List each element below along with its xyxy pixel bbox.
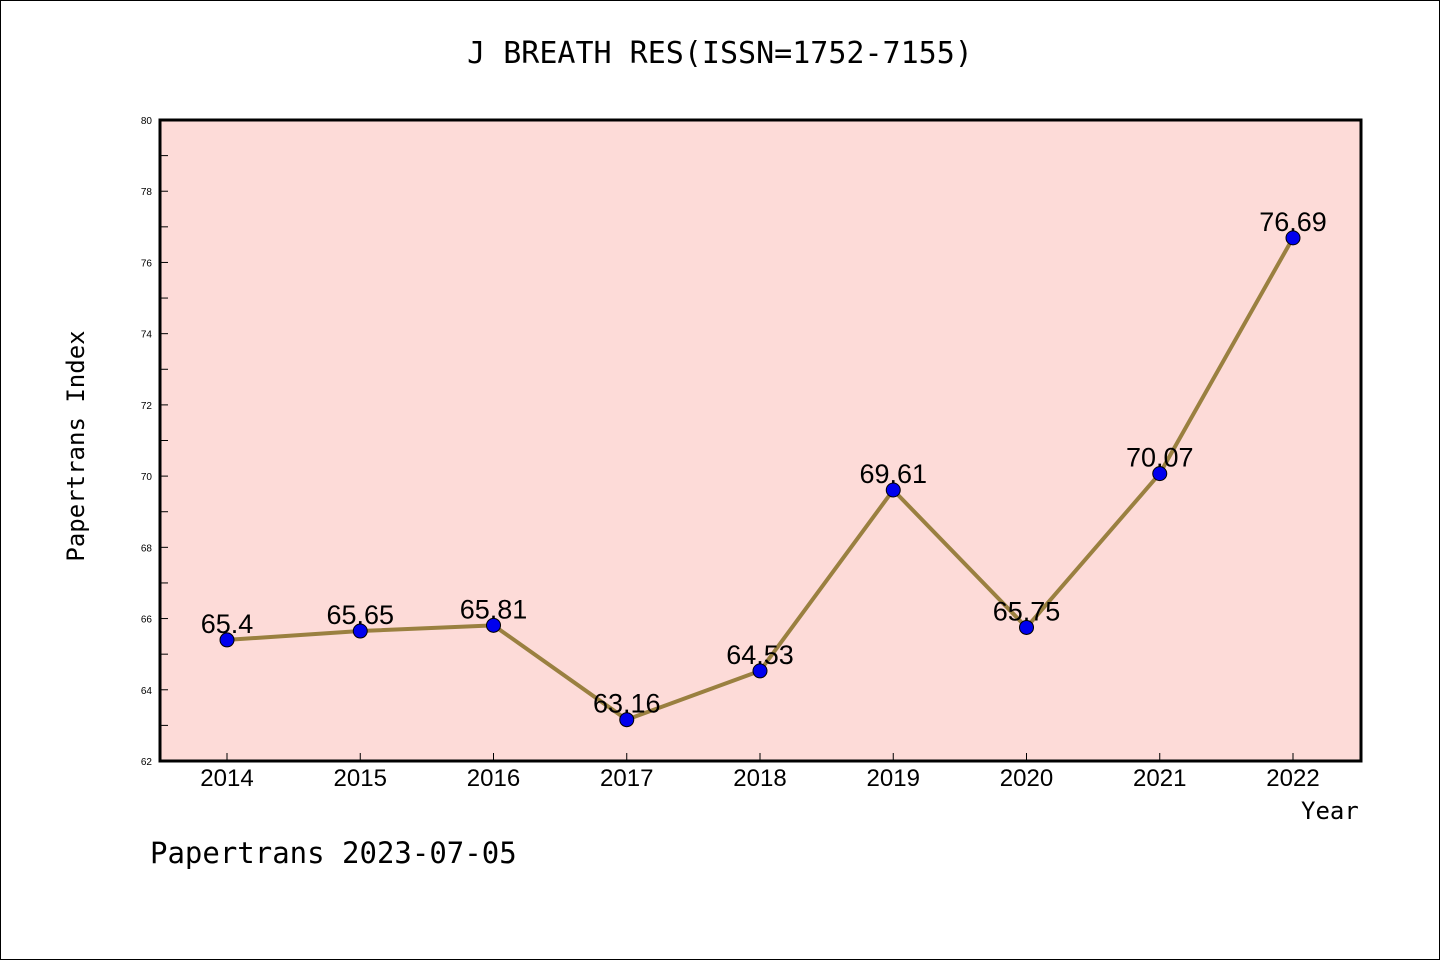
x-tick-label: 2016 xyxy=(467,765,520,792)
x-tick-label: 2015 xyxy=(334,765,387,792)
plot-area xyxy=(160,120,1361,761)
data-label: 64.53 xyxy=(726,640,794,670)
x-axis-label: Year xyxy=(1301,797,1359,825)
y-tick-label: 80 xyxy=(141,116,153,127)
data-label: 65.75 xyxy=(993,596,1061,626)
data-point xyxy=(219,632,235,648)
x-tick-label: 2022 xyxy=(1266,765,1319,792)
plot-border xyxy=(158,118,1363,763)
data-point xyxy=(352,623,368,639)
y-tick-label: 74 xyxy=(141,330,153,341)
data-label: 65.4 xyxy=(201,609,254,639)
y-tick-label: 66 xyxy=(141,615,153,626)
data-point xyxy=(752,663,768,679)
data-label: 65.65 xyxy=(326,600,394,630)
x-tick-label: 2018 xyxy=(733,765,786,792)
data-point xyxy=(619,712,635,728)
data-point xyxy=(486,617,501,633)
y-tick-label: 72 xyxy=(141,401,153,412)
y-tick-label: 70 xyxy=(141,472,153,483)
data-label: 76.69 xyxy=(1259,207,1327,237)
x-tick-label: 2019 xyxy=(867,765,920,792)
data-label: 65.81 xyxy=(460,594,528,624)
x-tick-label: 2014 xyxy=(200,765,253,792)
data-point xyxy=(1152,466,1168,482)
data-label: 69.61 xyxy=(859,459,927,489)
y-tick-label: 68 xyxy=(141,543,153,554)
footer-credit: Papertrans 2023-07-05 xyxy=(150,836,517,870)
y-tick-label: 64 xyxy=(141,686,153,697)
x-tick-label: 2021 xyxy=(1133,765,1186,792)
data-point xyxy=(1019,619,1034,635)
y-tick-label: 76 xyxy=(141,258,153,269)
x-tick-label: 2020 xyxy=(1000,765,1053,792)
x-tick-label: 2017 xyxy=(600,765,653,792)
chart-title: J BREATH RES(ISSN=1752-7155) xyxy=(467,36,973,71)
data-point xyxy=(885,482,901,498)
data-label: 63.16 xyxy=(593,689,661,719)
y-tick-label: 62 xyxy=(141,757,153,768)
y-tick-label: 78 xyxy=(141,187,153,198)
data-point xyxy=(1285,230,1301,246)
data-label: 70.07 xyxy=(1126,443,1194,473)
